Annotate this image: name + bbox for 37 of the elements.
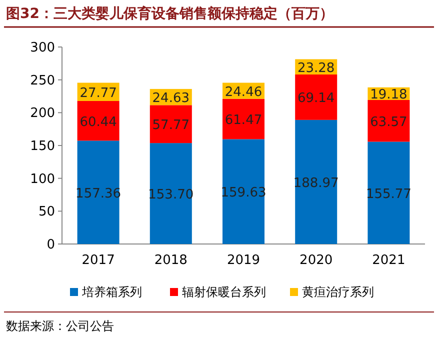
- legend-label: 黄疸治疗系列: [302, 285, 374, 299]
- data-label: 63.57: [370, 114, 408, 130]
- y-tick-label: 100: [30, 172, 55, 187]
- x-tick-label: 2018: [154, 253, 188, 268]
- bar: [150, 143, 192, 244]
- bar: [295, 74, 338, 120]
- bar: [150, 105, 192, 144]
- bar: [222, 98, 264, 140]
- data-label: 27.77: [80, 86, 117, 101]
- x-tick-label: 2020: [300, 253, 333, 268]
- chart-title: 图32：三大类婴儿保育设备销售额保持稳定（百万）: [6, 5, 334, 22]
- data-label: 69.14: [297, 91, 335, 106]
- bar: [368, 100, 410, 142]
- x-tick-label: 2017: [82, 253, 115, 268]
- x-tick-label: 2019: [226, 253, 260, 268]
- bar: [295, 120, 338, 244]
- legend-label: 辐射保暖台系列: [182, 285, 266, 299]
- data-label: 60.44: [80, 114, 117, 130]
- bar: [77, 100, 120, 141]
- source-note: 数据来源：公司公告: [6, 319, 114, 333]
- y-tick-label: 250: [30, 73, 55, 88]
- data-label: 23.28: [297, 60, 335, 76]
- legend-label: 培养箱系列: [81, 285, 142, 299]
- y-tick-label: 200: [30, 106, 55, 122]
- bar: [77, 140, 120, 244]
- bar: [368, 142, 410, 244]
- y-tick-label: 150: [30, 139, 55, 154]
- y-tick-label: 50: [38, 204, 55, 220]
- data-label: 61.47: [224, 112, 262, 128]
- y-tick-label: 0: [46, 238, 55, 252]
- data-label: 19.18: [370, 88, 408, 103]
- data-label: 57.77: [152, 118, 190, 134]
- data-label: 24.63: [152, 91, 190, 106]
- y-tick-label: 300: [30, 40, 55, 56]
- data-label: 24.46: [224, 84, 262, 100]
- x-tick-label: 2021: [372, 253, 406, 268]
- bar: [222, 139, 264, 244]
